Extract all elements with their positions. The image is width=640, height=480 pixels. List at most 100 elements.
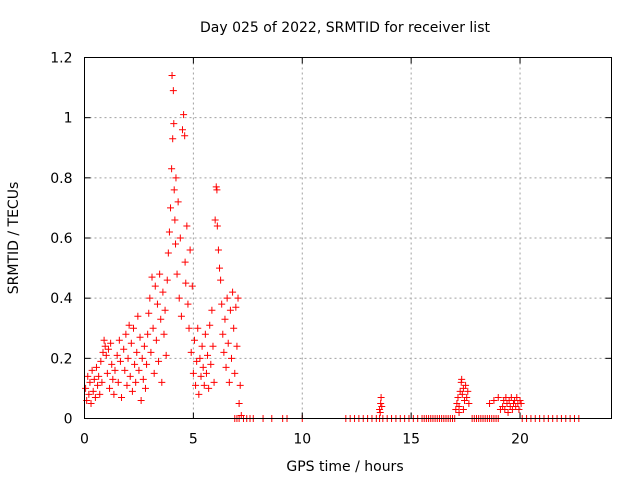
data-point xyxy=(108,360,116,368)
data-point xyxy=(100,336,108,344)
data-point xyxy=(454,393,462,401)
y-tick-label: 0 xyxy=(64,412,73,428)
data-point xyxy=(198,342,206,350)
x-tick-label: 10 xyxy=(293,432,311,448)
data-point xyxy=(165,228,173,236)
data-point xyxy=(377,393,385,401)
data-point xyxy=(177,312,185,320)
data-point xyxy=(174,198,182,206)
x-tick-label: 15 xyxy=(402,432,420,448)
data-point xyxy=(516,396,524,404)
data-point xyxy=(147,348,155,356)
data-point xyxy=(103,369,111,377)
data-point xyxy=(195,390,203,398)
data-point xyxy=(209,342,217,350)
data-points xyxy=(82,72,583,422)
data-point xyxy=(213,186,221,194)
data-point xyxy=(109,375,117,383)
data-point xyxy=(88,366,96,374)
data-point xyxy=(140,342,148,350)
grid xyxy=(84,57,612,419)
data-point xyxy=(111,366,119,374)
data-point xyxy=(513,393,521,401)
data-point xyxy=(145,309,153,317)
data-point xyxy=(85,390,93,398)
x-tick-label: 5 xyxy=(189,432,198,448)
data-point xyxy=(155,357,163,365)
data-point xyxy=(163,276,171,284)
data-point xyxy=(501,405,509,413)
data-point xyxy=(515,405,523,413)
y-tick-label: 0.4 xyxy=(50,291,72,307)
data-point xyxy=(169,135,177,143)
y-tick-label: 0.6 xyxy=(50,231,72,247)
data-point xyxy=(235,399,243,407)
data-point xyxy=(137,396,145,404)
data-point xyxy=(378,402,386,410)
data-point xyxy=(123,381,131,389)
data-point xyxy=(148,273,156,281)
data-point xyxy=(206,321,214,329)
data-point xyxy=(90,375,98,383)
data-point xyxy=(188,282,196,290)
y-tick-label: 0.8 xyxy=(50,171,72,187)
data-point xyxy=(121,366,129,374)
data-point xyxy=(210,378,218,386)
data-point xyxy=(132,378,140,386)
data-point xyxy=(224,339,232,347)
data-point xyxy=(97,357,105,365)
data-point xyxy=(192,381,200,389)
data-point xyxy=(87,399,95,407)
data-point xyxy=(171,216,179,224)
data-point xyxy=(236,381,244,389)
y-tick-label: 0.2 xyxy=(50,351,72,367)
data-point xyxy=(152,336,160,344)
data-point xyxy=(455,408,463,416)
data-point xyxy=(226,306,234,314)
data-point xyxy=(194,324,202,332)
data-point xyxy=(143,360,151,368)
y-tick-label: 1 xyxy=(64,111,73,127)
data-point xyxy=(167,204,175,212)
data-point xyxy=(462,381,470,389)
data-point xyxy=(459,405,467,413)
data-point xyxy=(517,399,525,407)
data-point xyxy=(169,87,177,95)
data-point xyxy=(107,339,115,347)
data-point xyxy=(377,399,385,407)
data-point xyxy=(181,132,189,140)
data-point xyxy=(219,330,227,338)
data-point xyxy=(183,222,191,230)
data-point xyxy=(146,294,154,302)
data-point xyxy=(452,405,460,413)
x-tick-label: 0 xyxy=(80,432,89,448)
data-point xyxy=(127,339,135,347)
data-point xyxy=(201,330,209,338)
data-point xyxy=(138,354,146,362)
data-point xyxy=(490,396,498,404)
data-point xyxy=(126,372,134,380)
data-point xyxy=(170,186,178,194)
data-point xyxy=(205,384,213,392)
data-point xyxy=(508,405,516,413)
data-point xyxy=(134,312,142,320)
data-point xyxy=(101,342,109,350)
data-point xyxy=(186,246,194,254)
data-point xyxy=(182,279,190,287)
data-point xyxy=(232,303,240,311)
data-point xyxy=(227,354,235,362)
data-point xyxy=(204,351,212,359)
data-point xyxy=(463,393,471,401)
data-point xyxy=(190,336,198,344)
data-point xyxy=(376,408,384,416)
plot-frame xyxy=(84,57,612,419)
data-point xyxy=(184,300,192,308)
data-point xyxy=(92,363,100,371)
data-point xyxy=(131,360,139,368)
data-point xyxy=(180,111,188,119)
data-point xyxy=(504,408,512,416)
data-point xyxy=(150,369,158,377)
x-tick-label: 20 xyxy=(511,432,529,448)
data-point xyxy=(234,294,242,302)
